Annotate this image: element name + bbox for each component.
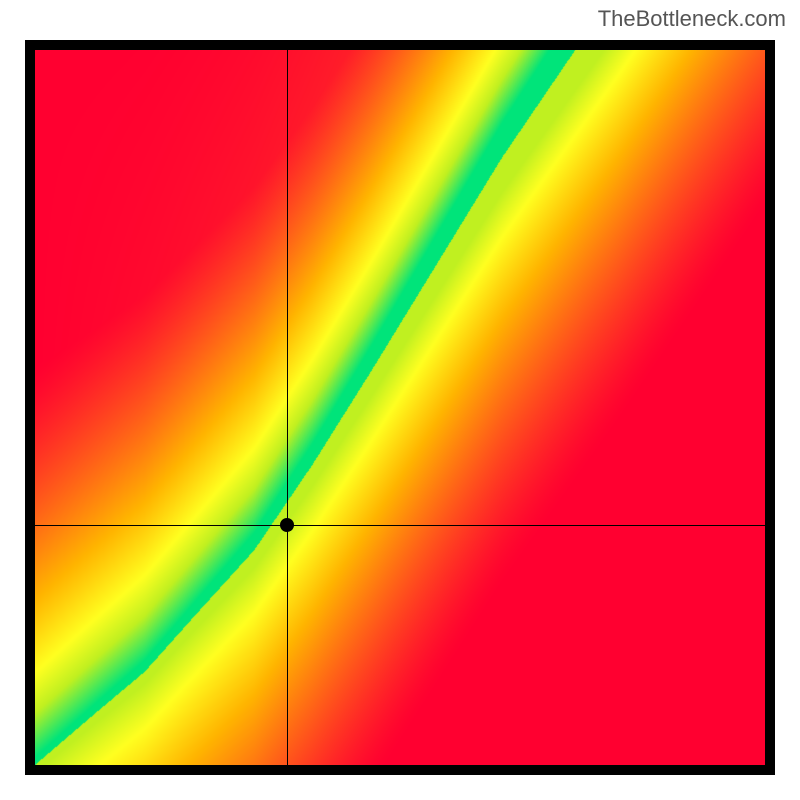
crosshair-vertical: [287, 50, 288, 765]
heatmap-canvas: [35, 50, 765, 765]
crosshair-horizontal: [35, 525, 765, 526]
figure-root: TheBottleneck.com: [0, 0, 800, 800]
plot-area: [25, 40, 775, 775]
watermark-text: TheBottleneck.com: [598, 6, 786, 32]
